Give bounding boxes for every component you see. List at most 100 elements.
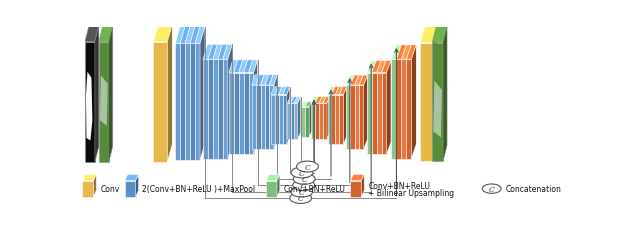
Polygon shape [95,27,99,162]
Polygon shape [85,27,99,42]
Text: C: C [305,163,310,171]
Polygon shape [291,97,297,104]
Polygon shape [265,75,273,86]
Polygon shape [154,42,167,162]
Polygon shape [433,26,438,161]
Polygon shape [279,87,286,95]
Polygon shape [266,175,280,181]
Ellipse shape [296,161,318,172]
Polygon shape [350,76,359,86]
Polygon shape [294,97,301,104]
Polygon shape [420,43,433,161]
Polygon shape [203,45,212,60]
Polygon shape [234,73,239,154]
Polygon shape [367,61,376,73]
Polygon shape [381,73,387,154]
Polygon shape [291,104,294,139]
Text: Conv+BN+ReLU: Conv+BN+ReLU [284,184,346,193]
Polygon shape [228,45,232,159]
Polygon shape [252,75,260,86]
Text: Concatenation: Concatenation [506,184,561,193]
Polygon shape [420,26,438,43]
Polygon shape [346,86,350,149]
Polygon shape [244,73,249,154]
Polygon shape [154,25,172,42]
Polygon shape [260,86,265,149]
Polygon shape [200,27,205,161]
Polygon shape [190,44,195,161]
Polygon shape [309,102,312,137]
Polygon shape [350,86,355,149]
Polygon shape [275,95,279,144]
Polygon shape [361,175,364,197]
Text: C: C [299,188,305,196]
Polygon shape [266,181,277,197]
Polygon shape [350,175,364,181]
Polygon shape [301,102,308,107]
Polygon shape [175,27,185,44]
Polygon shape [260,75,269,86]
Polygon shape [392,46,401,60]
Text: C: C [301,175,307,183]
Polygon shape [406,46,416,60]
Polygon shape [443,27,447,161]
Polygon shape [387,61,391,154]
Polygon shape [229,61,237,73]
Polygon shape [346,76,355,86]
Polygon shape [319,104,323,139]
Polygon shape [234,61,243,73]
Polygon shape [244,61,253,73]
Polygon shape [301,107,305,137]
Polygon shape [396,46,406,60]
Polygon shape [335,95,339,144]
Polygon shape [249,61,257,73]
Polygon shape [271,87,278,95]
Polygon shape [125,181,136,197]
Polygon shape [83,181,93,197]
Polygon shape [136,175,138,197]
Ellipse shape [293,174,315,185]
Polygon shape [355,76,364,86]
Text: C: C [301,182,307,189]
Polygon shape [100,76,108,126]
Polygon shape [432,27,447,43]
Polygon shape [252,86,256,149]
Polygon shape [213,45,222,60]
Polygon shape [275,87,282,95]
Polygon shape [287,87,290,144]
Polygon shape [203,60,208,159]
Polygon shape [283,87,290,95]
Polygon shape [412,46,416,159]
Polygon shape [287,104,291,139]
Polygon shape [271,95,275,144]
Polygon shape [311,97,318,104]
Polygon shape [432,43,443,161]
Polygon shape [269,86,274,149]
Polygon shape [265,86,269,149]
Polygon shape [167,25,172,162]
Text: C: C [299,169,305,177]
Polygon shape [323,97,330,104]
Polygon shape [253,61,257,154]
Polygon shape [283,95,287,144]
Polygon shape [256,86,260,149]
Ellipse shape [290,193,312,204]
Text: Conv+BN+ReLU: Conv+BN+ReLU [368,182,430,191]
Polygon shape [190,27,200,44]
Polygon shape [359,76,368,86]
Polygon shape [315,97,322,104]
Polygon shape [332,95,335,144]
Polygon shape [274,75,277,149]
Polygon shape [367,73,372,154]
Ellipse shape [291,186,312,197]
Polygon shape [180,27,190,44]
Polygon shape [223,60,228,159]
Polygon shape [344,87,347,144]
Polygon shape [359,86,364,149]
Polygon shape [287,97,294,104]
Polygon shape [328,95,332,144]
Polygon shape [175,44,180,161]
Polygon shape [381,61,391,73]
Polygon shape [372,61,381,73]
Polygon shape [277,175,280,197]
